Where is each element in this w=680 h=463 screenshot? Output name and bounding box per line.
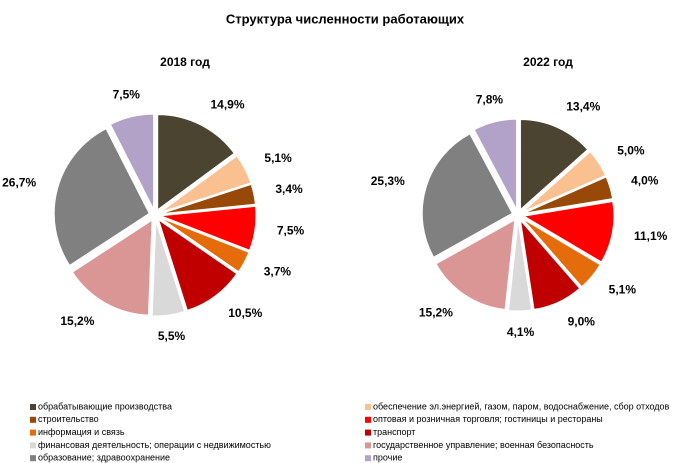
data-label: 4,1%	[507, 325, 535, 339]
data-label: 5,0%	[617, 143, 645, 157]
legend-label: образование; здравоохранение	[38, 453, 170, 463]
pie-slice	[519, 218, 581, 310]
pie-slice	[160, 217, 250, 273]
legend-swatch	[365, 455, 371, 462]
legend-label: оптовая и розничная торговля; гостиницы …	[373, 414, 603, 424]
pie-slice	[160, 155, 252, 213]
legend-label: обеспечение эл.энергией, газом, паром, в…	[373, 401, 670, 411]
legend-swatch	[30, 455, 36, 462]
pie-slice	[160, 183, 256, 215]
data-label: 10,5%	[228, 306, 262, 320]
pie-slice	[71, 219, 153, 316]
data-label: 5,5%	[158, 329, 186, 343]
pie-slice	[522, 218, 601, 288]
legend-label: обрабатывающие производства	[38, 401, 172, 411]
data-label: 15,2%	[419, 306, 453, 320]
pie-slice	[421, 133, 513, 258]
data-label: 13,4%	[566, 99, 600, 113]
chart-title: Структура численности работающих	[226, 11, 465, 26]
legend-swatch	[30, 442, 36, 449]
data-label: 15,2%	[60, 314, 94, 328]
data-label: 14,9%	[210, 97, 244, 111]
data-label: 25,3%	[371, 174, 405, 188]
data-label: 26,7%	[2, 175, 36, 189]
data-label: 4,0%	[631, 174, 659, 188]
chart-subtitle: 2022 год	[523, 55, 573, 69]
data-label: 11,1%	[634, 229, 668, 243]
pie-slice	[151, 220, 186, 317]
pie-slice	[522, 151, 607, 213]
pie-slice	[435, 219, 516, 311]
pie-slice	[157, 218, 238, 311]
pie-slice	[109, 113, 155, 210]
pie-slice	[157, 114, 235, 211]
pie-slice	[53, 128, 150, 267]
data-label: 3,7%	[264, 265, 292, 279]
data-label: 7,5%	[113, 88, 141, 102]
chart-subtitle: 2018 год	[160, 55, 210, 69]
data-label: 7,5%	[277, 224, 305, 238]
data-label: 9,0%	[568, 314, 596, 328]
legend-swatch	[365, 442, 371, 449]
legend-swatch	[30, 416, 36, 423]
legend-swatch	[365, 416, 371, 423]
data-label: 5,1%	[609, 283, 637, 297]
pie-slice	[473, 118, 518, 210]
legend-label: финансовая деятельность; операции с недв…	[38, 440, 271, 450]
legend-swatch	[365, 429, 371, 436]
legend-label: прочие	[373, 453, 402, 463]
data-label: 3,4%	[275, 182, 303, 196]
pie-slice	[522, 200, 615, 263]
legend-swatch	[30, 404, 36, 410]
legend-label: информация и связь	[38, 427, 125, 437]
legend-label: транспорт	[373, 427, 415, 437]
data-label: 5,1%	[264, 151, 292, 165]
legend-label: государственное управление; военная безо…	[373, 440, 594, 450]
data-label: 7,8%	[476, 93, 504, 107]
pie-slice	[519, 119, 589, 211]
pie-slice	[507, 220, 533, 312]
legend-label: строительство	[38, 414, 99, 424]
pie-slice	[523, 176, 614, 214]
legend-swatch	[365, 404, 371, 410]
legend-swatch	[30, 429, 36, 436]
pie-slice	[160, 205, 257, 251]
